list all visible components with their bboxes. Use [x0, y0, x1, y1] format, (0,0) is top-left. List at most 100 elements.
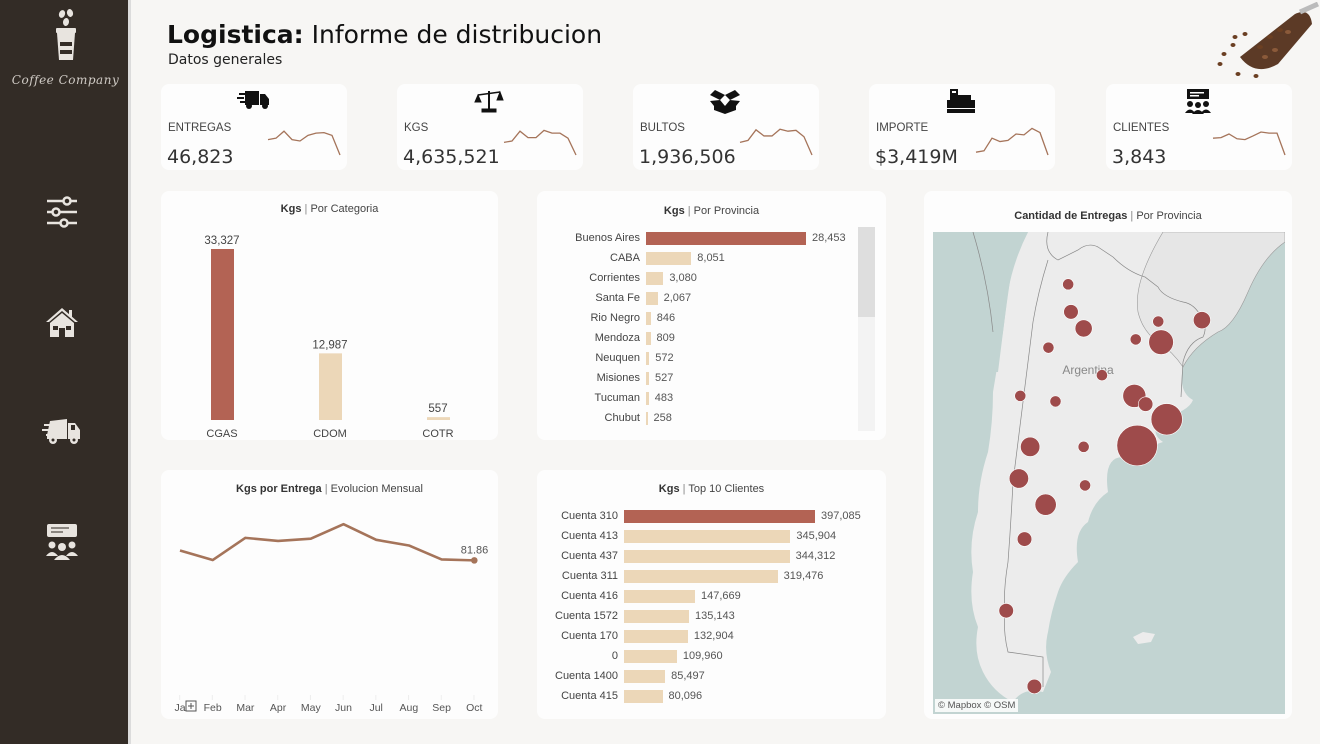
bar-value-label: 33,327	[204, 235, 239, 247]
sidebar-item-clients[interactable]	[40, 522, 84, 562]
bar[interactable]	[646, 251, 692, 265]
map-bubble[interactable]	[1148, 329, 1174, 355]
falklands	[1133, 632, 1155, 644]
bar[interactable]	[624, 549, 790, 563]
chart-kgs-por-entrega-mensual: Kgs por Entrega | Evolucion Mensual 81.8…	[161, 470, 498, 719]
map-bubble[interactable]	[1079, 479, 1091, 492]
bar-category-label: Cuenta 415	[561, 690, 618, 702]
map-bubble[interactable]	[1063, 304, 1079, 320]
sidebar-item-home[interactable]	[40, 302, 84, 342]
bar-row[interactable]: Mendoza 809	[540, 328, 675, 348]
map-bubble[interactable]	[1077, 440, 1090, 453]
bar-cgas[interactable]	[211, 249, 234, 420]
map-bubble[interactable]	[1062, 278, 1075, 291]
sidebar-item-delivery[interactable]	[40, 412, 84, 452]
bar-row[interactable]: Cuenta 415 80,096	[540, 686, 702, 706]
bar-row[interactable]: Cuenta 437 344,312	[540, 546, 835, 566]
map-bubble[interactable]	[1049, 395, 1062, 408]
bar-row[interactable]: Cuenta 170 132,904	[540, 626, 734, 646]
kpi-label: BULTOS	[640, 122, 685, 134]
bar[interactable]	[624, 529, 791, 543]
sidebar-item-filters[interactable]	[40, 192, 84, 232]
map-bubble[interactable]	[1074, 319, 1093, 338]
map-entregas-por-provincia[interactable]: Argentina © Mapbox © OSM	[933, 232, 1285, 714]
scrollbar-thumb[interactable]	[858, 227, 875, 317]
map-bubble[interactable]	[1138, 396, 1154, 412]
bar[interactable]	[646, 311, 651, 325]
bar-category-label: Cuenta 311	[561, 570, 618, 582]
bar-cotr[interactable]	[427, 417, 450, 420]
bar[interactable]	[624, 569, 778, 583]
bar[interactable]	[624, 629, 688, 643]
bar-row[interactable]: Cuenta 1572 135,143	[540, 606, 735, 626]
bar[interactable]	[646, 371, 649, 385]
map-canvas[interactable]: Argentina	[933, 232, 1285, 714]
bar-row[interactable]: Cuenta 310 397,085	[540, 506, 861, 526]
map-bubble[interactable]	[1008, 468, 1029, 489]
map-bubble[interactable]	[998, 603, 1014, 619]
bar-row[interactable]: CABA 8,051	[540, 248, 725, 268]
bar-value-label: 572	[655, 352, 674, 364]
bar-cdom[interactable]	[319, 353, 342, 420]
kpi-value: 4,635,521	[403, 146, 500, 168]
bar-row[interactable]: Cuenta 311 319,476	[540, 566, 823, 586]
map-bubble[interactable]	[1034, 493, 1057, 516]
bar[interactable]	[624, 649, 677, 663]
kpi-card-kgs: KGS 4,635,521	[397, 84, 583, 170]
chart-title: Kgs | Top 10 Clientes	[658, 483, 765, 495]
bar[interactable]	[646, 271, 664, 285]
bar[interactable]	[624, 609, 689, 623]
bar[interactable]	[646, 231, 806, 245]
bar[interactable]	[624, 669, 666, 683]
kpi-value: $3,419M	[875, 146, 958, 168]
bar-row[interactable]: 0 109,960	[540, 646, 723, 666]
bar-value-label: 809	[656, 332, 675, 344]
bar[interactable]	[646, 331, 651, 345]
line-chart-mensual: 81.86 Ja Feb Mar Apr May Jun Jul Aug Sep Oct	[174, 522, 489, 714]
bar-row[interactable]: Buenos Aires 28,453	[540, 228, 846, 248]
cash-register-icon	[944, 89, 978, 114]
chart-kgs-top-10-clientes: Kgs | Top 10 Clientes Cuenta 310 397,085 C…	[537, 470, 886, 719]
map-bubble[interactable]	[1016, 531, 1033, 547]
map-bubble[interactable]	[1193, 311, 1211, 330]
bar-value-label: 147,669	[701, 590, 741, 602]
kpi-value: 3,843	[1112, 146, 1167, 168]
map-bubble[interactable]	[1020, 436, 1041, 457]
map-bubble[interactable]	[1150, 403, 1183, 436]
bar-row[interactable]: Rio Negro 846	[540, 308, 675, 328]
provincia-scrollbar[interactable]	[858, 227, 875, 431]
bar-category-label: Cuenta 416	[561, 590, 618, 602]
bar[interactable]	[624, 689, 663, 703]
series-line[interactable]	[179, 522, 475, 562]
bar-category-label: Neuquen	[595, 352, 640, 364]
bar[interactable]	[646, 411, 648, 425]
bar-row[interactable]: Cuenta 1400 85,497	[540, 666, 705, 686]
bar-row[interactable]: Santa Fe 2,067	[540, 288, 691, 308]
bar-row[interactable]: Corrientes 3,080	[540, 268, 697, 288]
bar[interactable]	[646, 351, 650, 365]
end-value-label: 81.86	[461, 544, 489, 556]
expand-icon[interactable]	[185, 700, 197, 712]
bar-row[interactable]: Chubut 258	[540, 408, 672, 428]
bar-row[interactable]: Tucuman 483	[540, 388, 673, 408]
bar-row[interactable]: Cuenta 413 345,904	[540, 526, 836, 546]
bar-chart-categoria: 33,327 CGAS 12,987 CDOM 557 COTR	[204, 235, 453, 440]
map-bubble[interactable]	[1152, 315, 1165, 328]
bar-value-label: 258	[653, 412, 672, 424]
map-bubble[interactable]	[1014, 389, 1027, 402]
map-bubble[interactable]	[1096, 369, 1108, 382]
bar[interactable]	[646, 391, 649, 405]
page-title-bold: Logistica:	[167, 20, 304, 49]
bar-row[interactable]: Cuenta 416 147,669	[540, 586, 741, 606]
bar-category-label: Buenos Aires	[575, 232, 640, 244]
map-bubble[interactable]	[1116, 424, 1158, 467]
map-bubble[interactable]	[1042, 341, 1055, 354]
map-bubble[interactable]	[1026, 678, 1042, 695]
map-bubble[interactable]	[1129, 333, 1142, 346]
bar-row[interactable]: Neuquen 572	[540, 348, 674, 368]
bar[interactable]	[624, 509, 815, 523]
bar[interactable]	[624, 589, 696, 603]
chart-title: Kgs | Por Categoria	[280, 203, 379, 215]
bar[interactable]	[646, 291, 658, 305]
bar-row[interactable]: Misiones 527	[540, 368, 673, 388]
